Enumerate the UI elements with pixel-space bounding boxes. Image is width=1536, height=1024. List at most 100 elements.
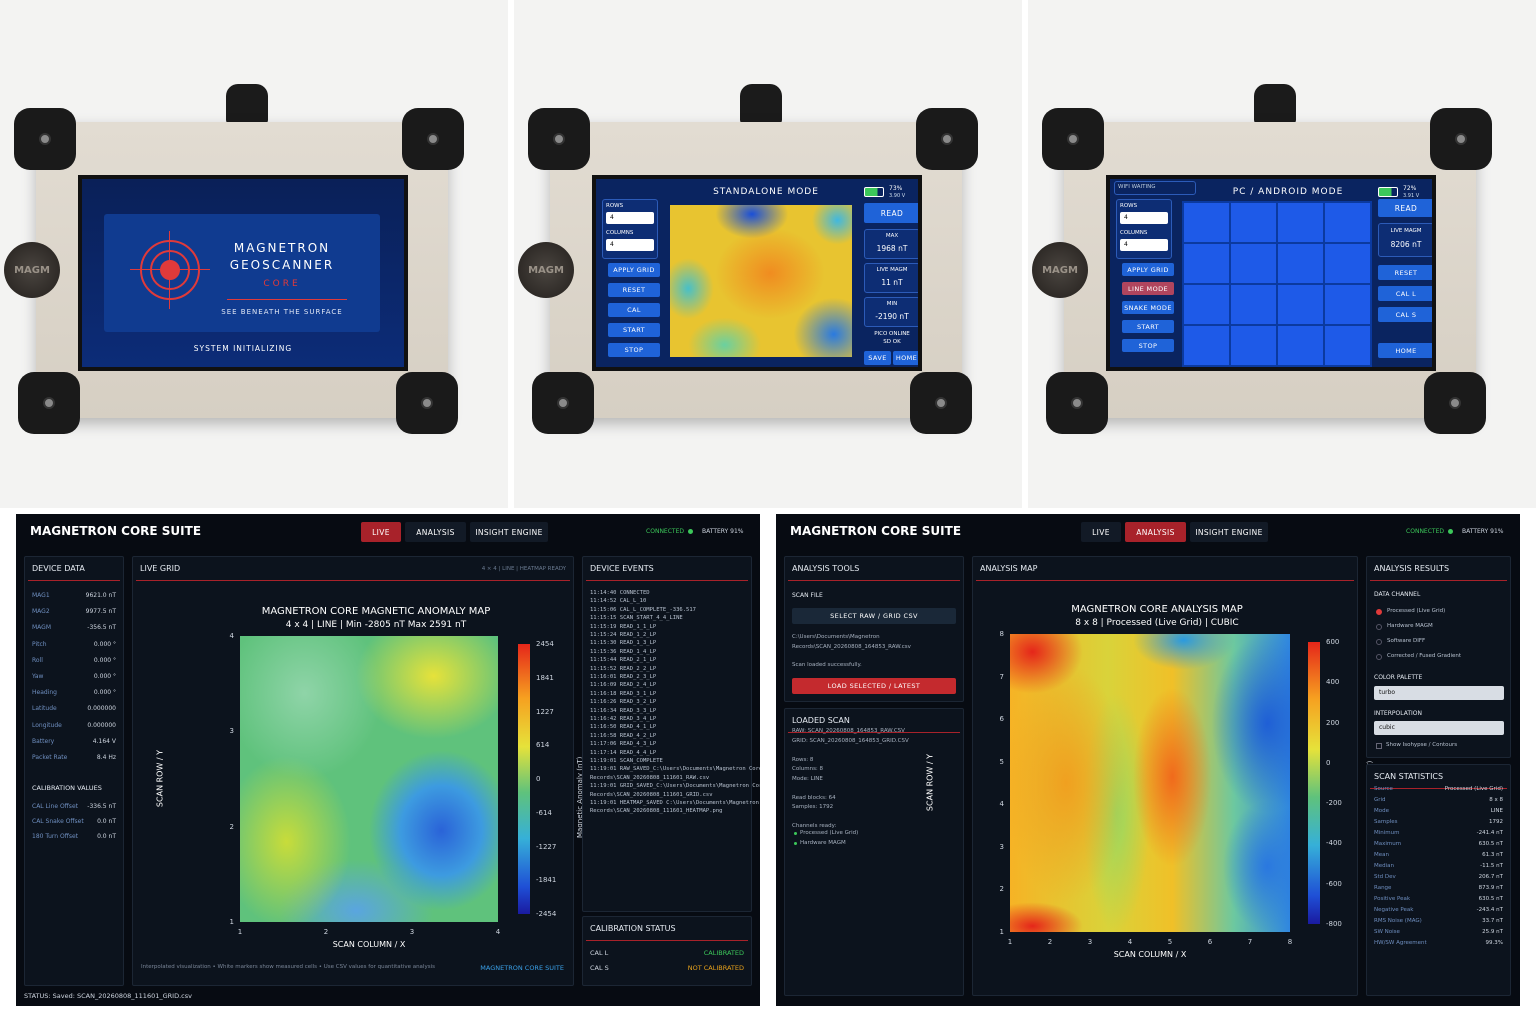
label: SCAN FILE (792, 592, 823, 599)
radio[interactable] (1376, 639, 1382, 645)
button[interactable]: ANALYSIS (405, 522, 466, 542)
panel-title: LOADED SCAN (792, 716, 850, 725)
panel-title: LIVE GRID (140, 564, 181, 573)
status-line: PICO ONLINE (874, 331, 910, 337)
event-line: Records\SCAN_20260808_111601_GRID.csv (590, 791, 713, 798)
row-label: Minimum (1374, 830, 1400, 836)
event-line: Records\SCAN_20260808_111601_HEATMAP.png (590, 808, 723, 815)
button[interactable]: LOAD SELECTED / LATEST (792, 678, 956, 694)
screw (941, 133, 953, 145)
button[interactable]: APPLY GRID (608, 263, 660, 277)
button[interactable]: HOME (893, 351, 918, 365)
status: SYSTEM INITIALIZING (193, 344, 293, 353)
handle (740, 84, 782, 124)
colorbar-tick-label: -400 (1326, 839, 1342, 848)
screw (1071, 397, 1083, 409)
grid-cell (1325, 203, 1370, 242)
row-label: Heading (32, 689, 57, 697)
row-label: Longitude (32, 721, 62, 729)
button[interactable]: SAVE (864, 351, 891, 365)
button[interactable]: APPLY GRID (1122, 263, 1174, 276)
row-label: Maximum (1374, 841, 1402, 847)
button[interactable]: LIVE (361, 522, 401, 542)
scan-grid (1182, 201, 1372, 367)
row-label: Positive Peak (1374, 896, 1411, 902)
row-value: -243.4 nT (1476, 907, 1503, 913)
row-value: 33.7 nT (1482, 918, 1503, 924)
row-label: Yaw (32, 673, 44, 680)
label: COLUMNS (606, 230, 634, 236)
button[interactable]: SNAKE MODE (1122, 301, 1174, 314)
button[interactable]: CAL L (1378, 286, 1432, 301)
readout-label: MIN (886, 301, 898, 307)
x-tick-label: 1 (237, 928, 243, 936)
event-line: 11:15:24 READ_1_2_LP (590, 632, 657, 638)
row-value: 0.000 ° (93, 673, 116, 680)
grid-cell (1184, 244, 1229, 283)
button[interactable]: RESET (1378, 265, 1432, 280)
select[interactable]: 4 (1120, 212, 1168, 224)
button[interactable]: CAL S (1378, 307, 1432, 322)
row-label: HW/SW Agreement (1374, 940, 1427, 946)
side-knob (1032, 242, 1088, 298)
colorbar (518, 644, 530, 914)
row-label: Std Dev (1374, 874, 1396, 880)
heatmap (670, 205, 852, 357)
y-tick-label: 2 (999, 885, 1004, 894)
button[interactable]: LINE MODE (1122, 282, 1174, 295)
footer-brand: MAGNETRON CORE SUITE (480, 964, 564, 972)
radio[interactable] (1376, 624, 1382, 630)
x-tick-label: 2 (323, 928, 329, 936)
select[interactable]: turbo (1374, 686, 1504, 700)
screen: MAGNETRON GEOSCANNER CORE SEE BENEATH THE S… (78, 175, 408, 371)
event-line: 11:19:01 GRID_SAVED_C:\Users\Documents\M… (590, 783, 760, 790)
button[interactable]: INSIGHT ENGINE (1190, 522, 1268, 542)
colorbar-tick-label: -614 (536, 808, 552, 817)
radio-label: Corrected / Fused Gradient (1387, 653, 1462, 659)
button[interactable]: SELECT RAW / GRID CSV (792, 608, 956, 624)
select[interactable]: 4 (1120, 239, 1168, 251)
radio[interactable] (1376, 609, 1382, 615)
screw (427, 133, 439, 145)
button[interactable]: START (1122, 320, 1174, 333)
colorbar-tick-label: -200 (1326, 799, 1342, 808)
button[interactable]: ANALYSIS (1125, 522, 1186, 542)
readout-label: LIVE MAGM (1390, 228, 1422, 234)
row-value: 25.9 nT (1482, 929, 1503, 935)
checkbox[interactable] (1376, 743, 1382, 749)
battery-percent: 72% (1403, 185, 1417, 192)
radio[interactable] (1376, 654, 1382, 660)
event-line: 11:15:36 READ_1_4_LP (590, 648, 657, 655)
button[interactable]: STOP (608, 343, 660, 357)
panel-title: CALIBRATION STATUS (590, 924, 676, 933)
row-label: Latitude (32, 705, 57, 713)
status-dot (688, 529, 693, 534)
x-tick-label: 6 (1207, 938, 1213, 946)
title-underline (1370, 580, 1507, 581)
grid-cell (1184, 326, 1229, 365)
select[interactable]: 4 (606, 212, 654, 224)
button[interactable]: RESET (608, 283, 660, 297)
row-label: Source (1374, 786, 1393, 792)
file-path: Records\SCAN_20260808_164853_RAW.csv (792, 644, 911, 650)
button[interactable]: LIVE (1081, 522, 1121, 542)
button[interactable]: READ (1378, 199, 1432, 217)
button[interactable]: INSIGHT ENGINE (470, 522, 548, 542)
select[interactable]: 4 (606, 239, 654, 251)
button[interactable]: READ (864, 203, 918, 223)
button[interactable]: CAL (608, 303, 660, 317)
title-underline (788, 580, 960, 581)
row-label: Battery (32, 737, 55, 745)
row-label: Range (1374, 885, 1392, 891)
channel-dot (794, 832, 797, 835)
button[interactable]: STOP (1122, 339, 1174, 352)
event-line: 11:16:34 READ_3_3_LP (590, 707, 657, 714)
brand-sub: CORE (263, 279, 301, 289)
select[interactable]: cubic (1374, 721, 1504, 735)
tagline: SEE BENEATH THE SURFACE (221, 308, 343, 316)
device-photo: MAGM WIFI WAITING PC / ANDROID MODE 72% 3.91… (1028, 0, 1536, 508)
button[interactable]: START (608, 323, 660, 337)
button[interactable]: HOME (1378, 343, 1432, 358)
event-line: 11:15:19 READ_1_1_LP (590, 623, 657, 630)
title-underline (136, 580, 570, 581)
